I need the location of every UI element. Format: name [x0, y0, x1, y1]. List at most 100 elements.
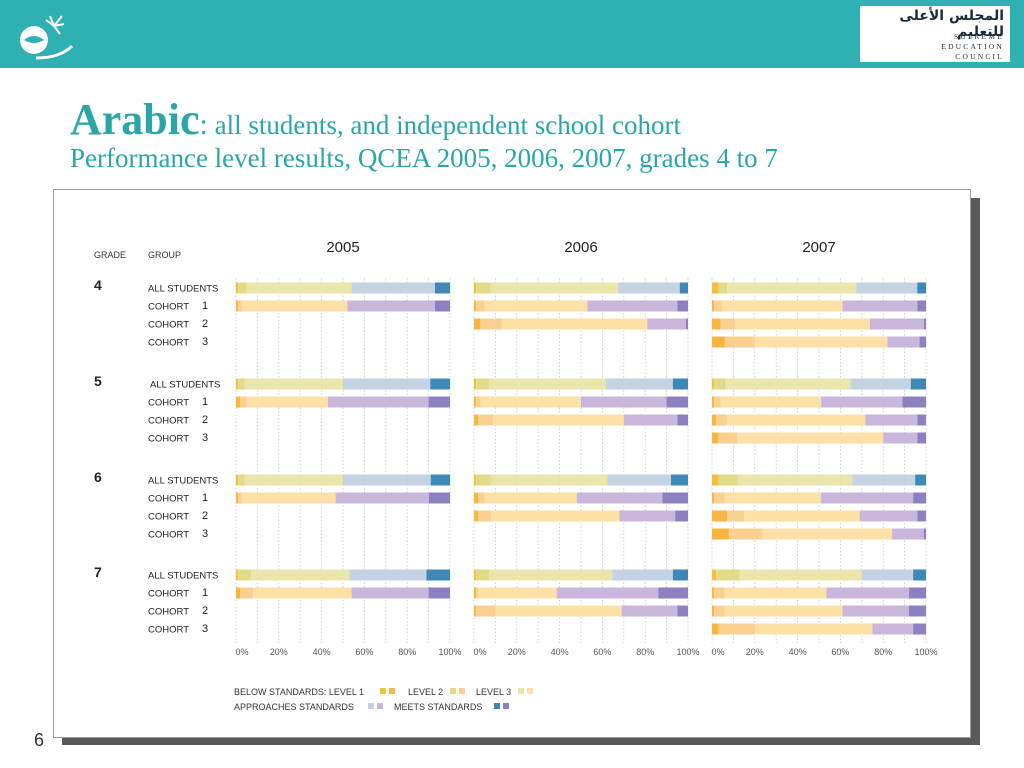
bar-segment-grade5-2007	[865, 414, 918, 426]
bar-segment-grade5-2007	[910, 378, 926, 390]
cohort-number: 2	[202, 414, 208, 426]
x-tick-label: 60%	[355, 647, 373, 657]
bar-segment-grade4-2007	[887, 336, 920, 348]
bar-segment-grade6-2006	[576, 492, 663, 504]
bar-segment-grade6-2005	[238, 474, 245, 486]
bar-segment-grade7-2006	[474, 605, 477, 617]
bar-segment-grade6-2007	[728, 528, 763, 540]
bar-segment-grade4-2006	[474, 300, 477, 312]
bar-segment-grade4-2007	[923, 318, 926, 330]
bar-segment-grade6-2005	[343, 474, 431, 486]
bar-segment-grade4-2005	[238, 282, 247, 294]
bar-segment-grade6-2005	[242, 492, 336, 504]
bar-segment-grade6-2006	[607, 474, 672, 486]
bar-segment-grade5-2007	[821, 396, 903, 408]
group-label: COHORT	[148, 320, 189, 331]
bar-segment-grade7-2007	[909, 587, 926, 599]
bar-segment-grade4-2006	[587, 300, 678, 312]
year-title-2007: 2007	[802, 239, 835, 256]
bar-segment-grade4-2007	[917, 282, 926, 294]
bar-segment-grade5-2006	[474, 378, 477, 390]
legend-approaches: APPROACHES STANDARDS	[234, 702, 354, 712]
bar-segment-grade6-2005	[236, 474, 239, 486]
bar-segment-grade6-2007	[852, 474, 916, 486]
bar-segment-grade6-2007	[718, 474, 738, 486]
bar-segment-grade7-2006	[476, 569, 490, 581]
bar-segment-grade4-2005	[435, 300, 450, 312]
bar-segment-grade7-2006	[489, 569, 613, 581]
bar-segment-grade7-2006	[612, 569, 673, 581]
legend-level3: LEVEL 3	[476, 687, 511, 697]
bar-segment-grade4-2006	[484, 300, 588, 312]
bar-segment-grade4-2007	[856, 282, 918, 294]
bar-segment-grade4-2006	[474, 318, 481, 330]
bar-segment-grade5-2006	[474, 396, 477, 408]
grade-label-4: 4	[94, 277, 102, 293]
legend-level2: LEVEL 2	[408, 687, 443, 697]
bar-segment-grade4-2007	[735, 318, 870, 330]
bar-segment-grade5-2007	[714, 396, 721, 408]
bar-segment-grade7-2007	[913, 569, 926, 581]
x-tick-label: 100%	[676, 647, 699, 657]
year-title-2005: 2005	[326, 239, 359, 256]
bar-segment-grade7-2007	[712, 569, 717, 581]
emblem-icon	[20, 15, 74, 60]
bar-segment-grade7-2007	[842, 605, 909, 617]
bar-segment-grade4-2007	[917, 300, 926, 312]
bar-segment-grade5-2007	[718, 432, 738, 444]
x-tick-label: 80%	[636, 647, 654, 657]
bar-segment-grade6-2007	[913, 492, 926, 504]
bar-segment-grade4-2007	[720, 318, 736, 330]
slide-subtitle: Performance level results, QCEA 2005, 20…	[70, 143, 778, 173]
bar-segment-grade4-2006	[677, 300, 688, 312]
bar-segment-grade6-2007	[726, 510, 745, 522]
x-tick-label: 100%	[914, 647, 937, 657]
header-bar: المجلس الأعلى للتعليم SUPREME EDUCATION …	[0, 0, 1024, 68]
bar-segment-grade7-2005	[240, 587, 254, 599]
bar-segment-grade5-2005	[246, 396, 329, 408]
legend-swatch	[459, 688, 465, 694]
bar-segment-grade4-2006	[476, 282, 491, 294]
bar-segment-grade7-2006	[658, 587, 688, 599]
bar-segment-grade6-2005	[238, 492, 243, 504]
bar-segment-grade5-2005	[343, 378, 431, 390]
bar-segment-grade7-2007	[712, 587, 715, 599]
legend-level1: BELOW STANDARDS: LEVEL 1	[234, 687, 364, 697]
bar-segment-grade6-2006	[671, 474, 688, 486]
legend-swatch	[527, 688, 533, 694]
group-label: COHORT	[148, 530, 189, 541]
cohort-number: 3	[202, 432, 208, 444]
group-label: COHORT	[148, 434, 189, 445]
x-tick-label: 60%	[593, 647, 611, 657]
bar-segment-grade5-2007	[850, 378, 911, 390]
bar-segment-grade5-2006	[476, 378, 490, 390]
bar-segment-grade5-2007	[724, 378, 851, 390]
group-label: COHORT	[148, 398, 189, 409]
bar-segment-grade7-2007	[913, 623, 926, 635]
bar-segment-grade4-2005	[238, 300, 243, 312]
bar-segment-grade4-2007	[842, 300, 918, 312]
bar-segment-grade6-2005	[244, 474, 343, 486]
bar-segment-grade7-2007	[739, 569, 862, 581]
group-column-header: GROUP	[148, 250, 181, 260]
bar-segment-grade4-2007	[919, 336, 926, 348]
bar-segment-grade5-2006	[605, 378, 673, 390]
group-label: COHORT	[148, 416, 189, 427]
x-tick-label: 20%	[746, 647, 764, 657]
bar-segment-grade6-2007	[714, 492, 725, 504]
group-label: ALL STUDENTS	[150, 380, 220, 391]
legend-swatch	[368, 703, 374, 709]
bar-segment-grade4-2006	[685, 318, 688, 330]
x-tick-label: 80%	[398, 647, 416, 657]
bar-segment-grade6-2005	[430, 474, 450, 486]
x-tick-label: 100%	[438, 647, 461, 657]
bar-segment-grade6-2006	[490, 474, 608, 486]
bar-segment-grade6-2006	[491, 510, 620, 522]
group-label: ALL STUDENTS	[148, 571, 218, 582]
bar-segment-grade4-2007	[712, 300, 715, 312]
bar-segment-grade6-2007	[712, 474, 719, 486]
bar-segment-grade5-2006	[493, 414, 624, 426]
bar-segment-grade4-2007	[712, 336, 725, 348]
bar-segment-grade5-2007	[712, 414, 717, 426]
bar-segment-grade6-2007	[821, 492, 914, 504]
